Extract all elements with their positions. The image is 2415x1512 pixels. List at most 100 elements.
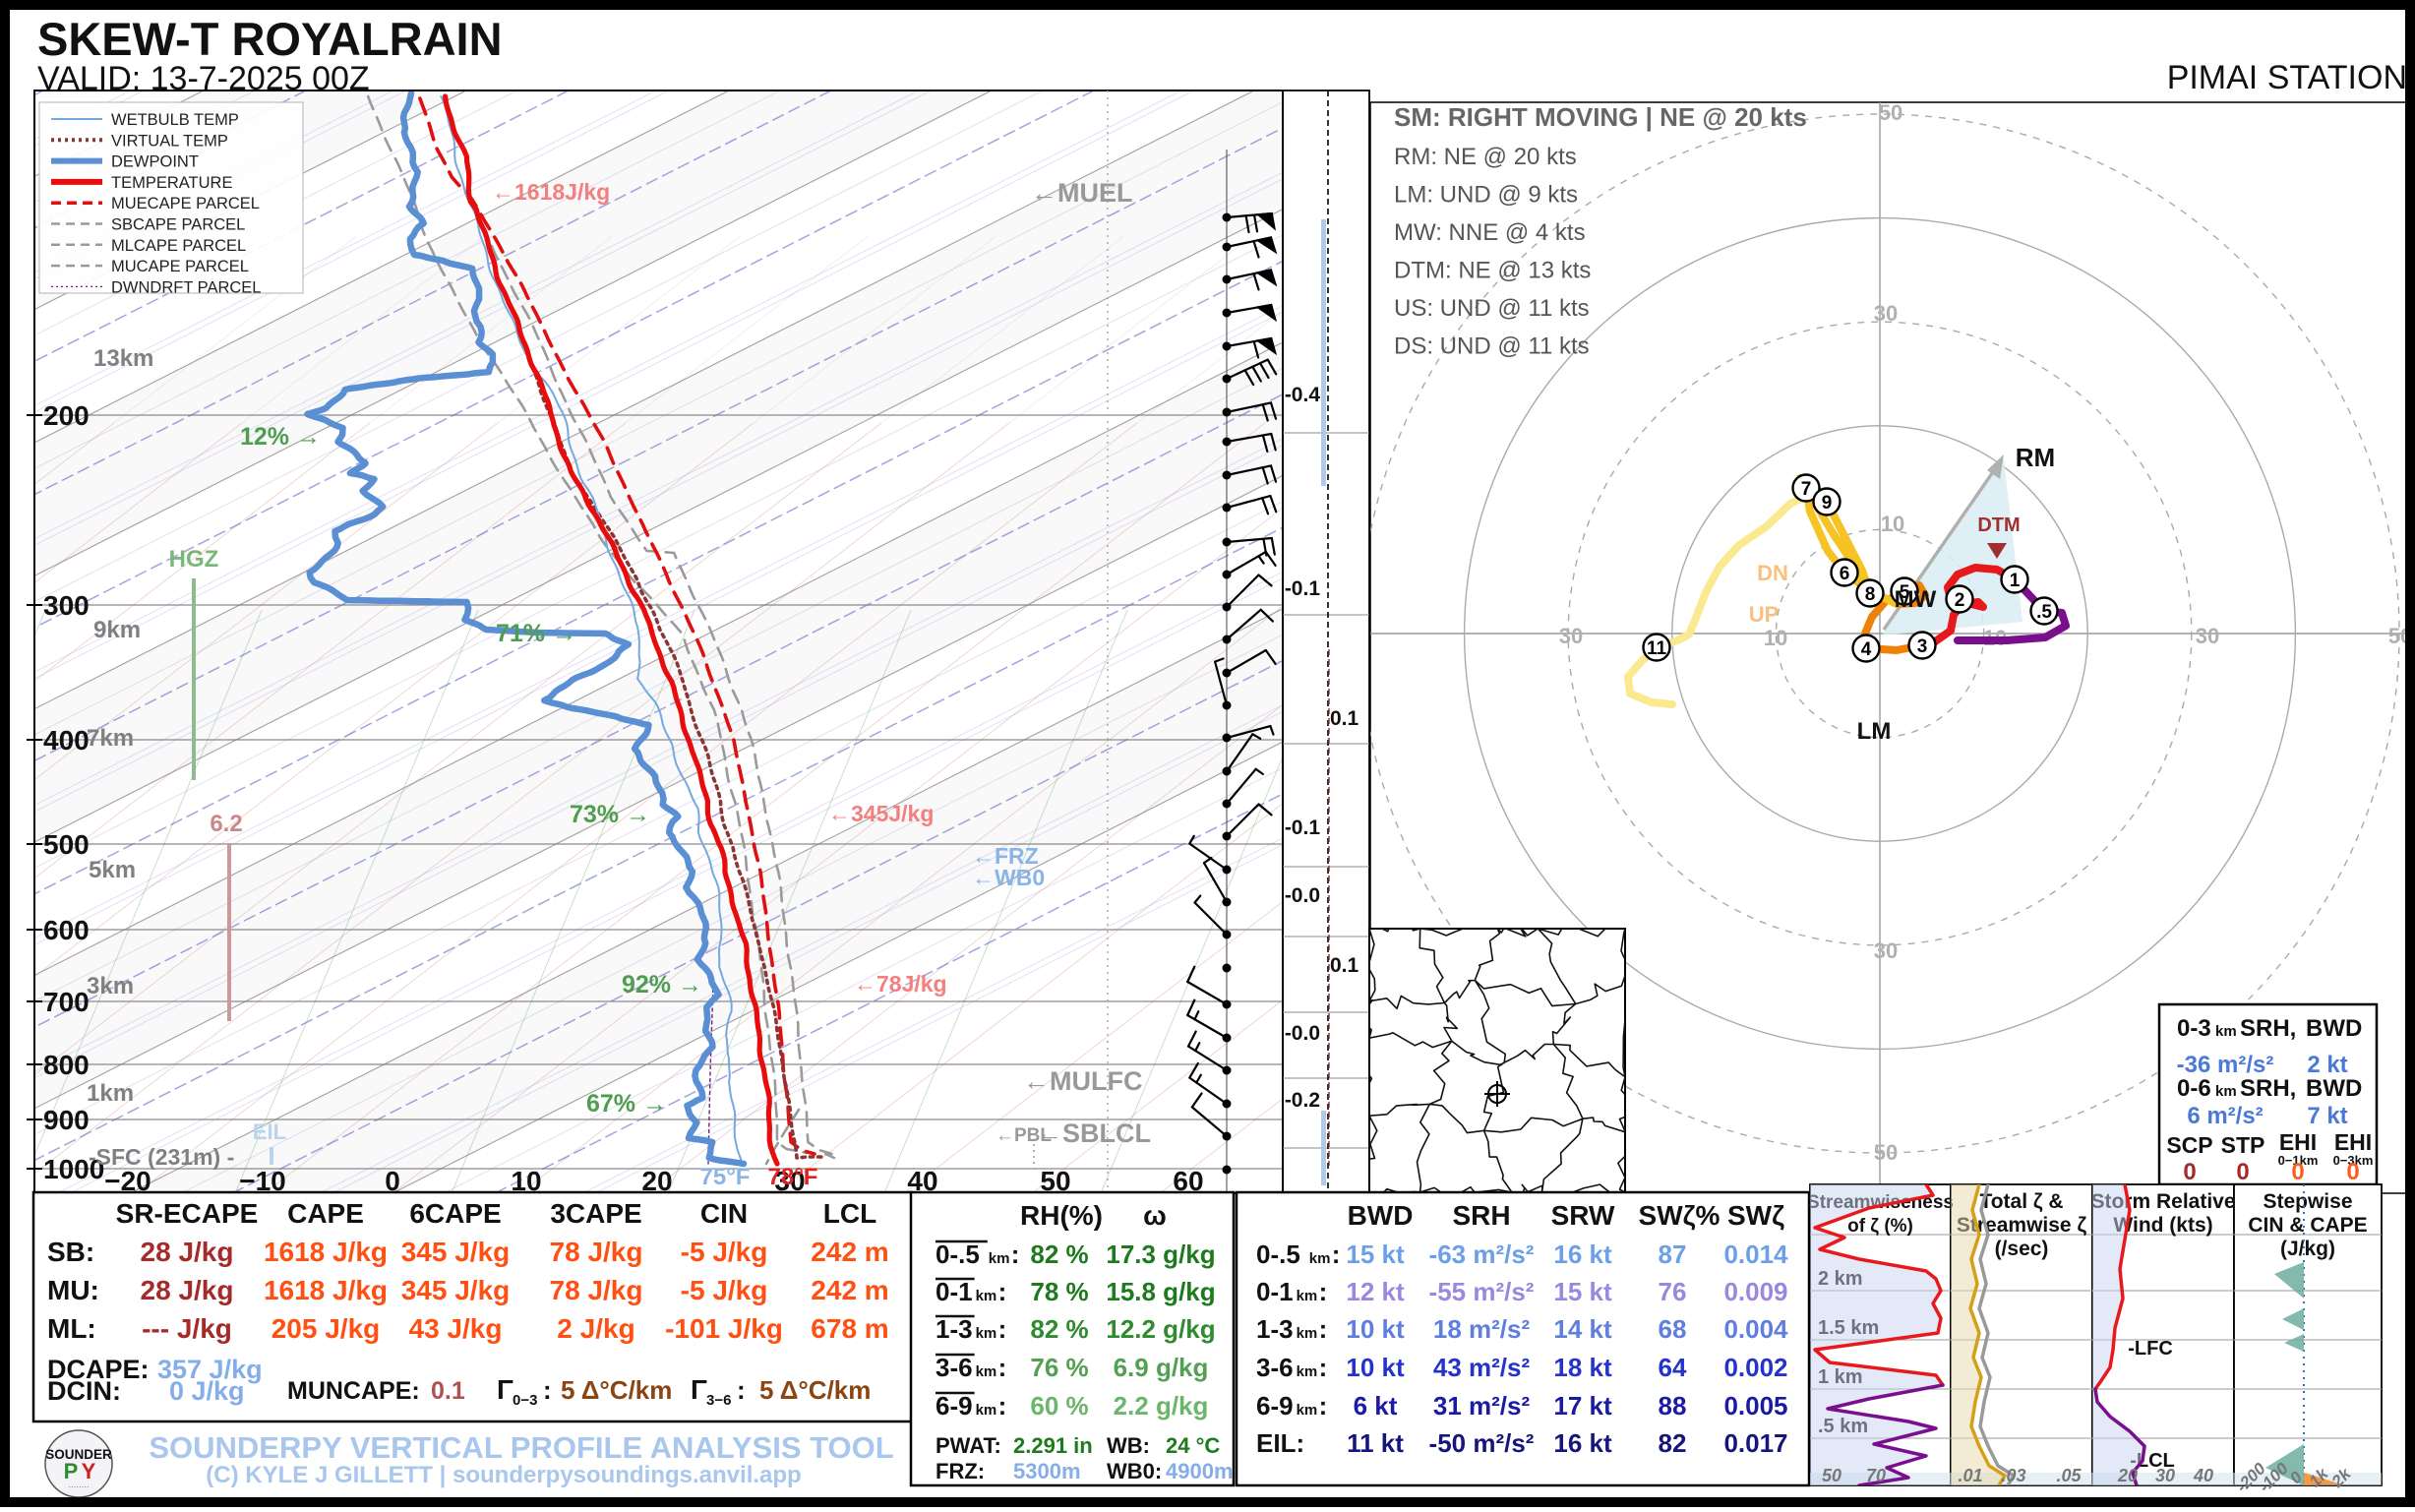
svg-text:357 J/kg: 357 J/kg — [157, 1355, 263, 1384]
svg-text:0-1: 0-1 — [1256, 1277, 1294, 1306]
svg-text:30: 30 — [1559, 624, 1583, 648]
svg-text:LM: UND @ 9 kts: LM: UND @ 9 kts — [1394, 182, 1578, 209]
svg-text:SM: RIGHT MOVING | NE @ 20 kts: SM: RIGHT MOVING | NE @ 20 kts — [1394, 102, 1807, 132]
svg-text:6 kt: 6 kt — [1354, 1391, 1398, 1421]
svg-text:7: 7 — [1801, 479, 1812, 500]
svg-text:3: 3 — [1917, 636, 1928, 657]
svg-text:205 J/kg: 205 J/kg — [272, 1313, 381, 1344]
svg-text:3−6: 3−6 — [706, 1392, 731, 1409]
svg-text:28 J/kg: 28 J/kg — [141, 1275, 234, 1305]
svg-text:70: 70 — [1866, 1466, 1886, 1485]
svg-text:0-.5: 0-.5 — [1256, 1240, 1300, 1269]
svg-text:RM: RM — [2016, 443, 2055, 472]
svg-text:.5: .5 — [2036, 602, 2052, 623]
svg-text:←FRZ: ←FRZ — [972, 843, 1039, 869]
svg-text:CIN & CAPE: CIN & CAPE — [2248, 1214, 2367, 1237]
svg-text:ω: ω — [1143, 1200, 1167, 1231]
svg-text:4900m: 4900m — [1166, 1459, 1234, 1483]
svg-text:(/sec): (/sec) — [1995, 1238, 2049, 1260]
svg-text:km: km — [1297, 1363, 1318, 1380]
svg-text:82 %: 82 % — [1030, 1240, 1088, 1269]
svg-text:km: km — [976, 1363, 997, 1380]
svg-text:1618 J/kg: 1618 J/kg — [264, 1275, 388, 1305]
svg-text:MU:: MU: — [47, 1275, 99, 1305]
svg-text:.05: .05 — [2056, 1466, 2082, 1485]
svg-text:Streamwise ζ: Streamwise ζ — [1957, 1214, 2087, 1237]
svg-text:CAPE: CAPE — [287, 1198, 364, 1229]
svg-text:10 kt: 10 kt — [1346, 1314, 1405, 1344]
svg-text:SRH,: SRH, — [2240, 1075, 2296, 1102]
svg-text:P: P — [64, 1459, 79, 1483]
svg-text:SRH: SRH — [1452, 1200, 1510, 1231]
svg-text:30: 30 — [1874, 301, 1898, 326]
svg-text:Γ: Γ — [497, 1374, 513, 1405]
svg-text:43 m²/s²: 43 m²/s² — [1433, 1353, 1531, 1382]
svg-text:10: 10 — [1764, 626, 1787, 650]
svg-text:800: 800 — [43, 1050, 90, 1080]
svg-text:-0.0: -0.0 — [1285, 884, 1320, 907]
svg-text:(C) KYLE J GILLETT | sounderpy: (C) KYLE J GILLETT | sounderpysoundings.… — [206, 1462, 801, 1488]
svg-text:700: 700 — [43, 987, 90, 1017]
svg-text:82: 82 — [1659, 1428, 1687, 1458]
svg-text:←1618J/kg: ←1618J/kg — [492, 179, 610, 205]
svg-text:CIN: CIN — [700, 1198, 748, 1229]
svg-text:345 J/kg: 345 J/kg — [401, 1275, 511, 1305]
svg-text:4: 4 — [1861, 639, 1872, 660]
svg-text:RH(%): RH(%) — [1020, 1200, 1103, 1231]
svg-text:EIL: EIL — [253, 1119, 286, 1144]
svg-text:0-1: 0-1 — [936, 1277, 973, 1306]
svg-text:200: 200 — [43, 400, 90, 431]
svg-text:0 J/kg: 0 J/kg — [169, 1376, 245, 1406]
svg-text:SKEW-T ROYALRAIN: SKEW-T ROYALRAIN — [37, 13, 503, 65]
svg-text:15 kt: 15 kt — [1346, 1240, 1405, 1269]
svg-text:1000: 1000 — [43, 1154, 104, 1184]
svg-text:8: 8 — [1865, 584, 1876, 605]
svg-text:←MULFC: ←MULFC — [1023, 1066, 1142, 1096]
svg-text:MUECAPE PARCEL: MUECAPE PARCEL — [111, 195, 260, 212]
svg-text:60 %: 60 % — [1030, 1391, 1088, 1421]
svg-text:LCL: LCL — [823, 1198, 876, 1229]
svg-text:RM: NE @ 20 kts: RM: NE @ 20 kts — [1394, 144, 1577, 170]
svg-text:3-6: 3-6 — [936, 1353, 973, 1382]
svg-text:1: 1 — [2010, 571, 2021, 591]
svg-text:.01: .01 — [1958, 1466, 1982, 1485]
svg-text:of ζ (%): of ζ (%) — [1847, 1216, 1913, 1237]
svg-text:7 kt: 7 kt — [2307, 1103, 2347, 1129]
svg-text:11 kt: 11 kt — [1347, 1428, 1404, 1458]
svg-text:0-.5: 0-.5 — [936, 1240, 980, 1269]
svg-text:88: 88 — [1659, 1391, 1687, 1421]
svg-text:1-3: 1-3 — [936, 1314, 973, 1344]
svg-text:←SBLCL: ←SBLCL — [1036, 1119, 1151, 1148]
svg-text:MW: NNE @ 4 kts: MW: NNE @ 4 kts — [1394, 219, 1586, 246]
svg-text:TEMPERATURE: TEMPERATURE — [111, 174, 232, 192]
svg-text:PIMAI STATION: PIMAI STATION — [2167, 59, 2407, 96]
svg-text:km: km — [989, 1250, 1010, 1267]
svg-text:6CAPE: 6CAPE — [409, 1198, 501, 1229]
svg-text:0.004: 0.004 — [1723, 1314, 1788, 1344]
svg-text::: : — [1332, 1240, 1341, 1269]
svg-text:16 kt: 16 kt — [1553, 1240, 1612, 1269]
svg-text:0.1: 0.1 — [1330, 707, 1359, 730]
svg-text:28 J/kg: 28 J/kg — [141, 1237, 234, 1267]
svg-text:DCIN:: DCIN: — [47, 1376, 121, 1406]
svg-text:-0.1: -0.1 — [1285, 577, 1321, 600]
svg-text:km: km — [2215, 1023, 2237, 1040]
svg-text:5 Δ°C/km: 5 Δ°C/km — [759, 1375, 871, 1405]
svg-text:71% →: 71% → — [496, 620, 576, 647]
svg-text:km: km — [976, 1288, 997, 1304]
svg-text:.03: .03 — [2001, 1466, 2025, 1485]
svg-text:76: 76 — [1659, 1277, 1687, 1306]
svg-text:US: UND @ 11 kts: US: UND @ 11 kts — [1394, 295, 1590, 322]
svg-text:20: 20 — [2117, 1466, 2138, 1485]
svg-text:VIRTUAL TEMP: VIRTUAL TEMP — [111, 132, 228, 150]
svg-text:LM: LM — [1857, 718, 1892, 745]
svg-text::: : — [1319, 1277, 1328, 1306]
svg-text:43 J/kg: 43 J/kg — [409, 1313, 503, 1344]
svg-text:km: km — [1297, 1325, 1318, 1342]
svg-text:0: 0 — [2183, 1159, 2196, 1185]
svg-text:78 %: 78 % — [1030, 1277, 1088, 1306]
svg-text:DS: UND @ 11 kts: DS: UND @ 11 kts — [1394, 333, 1590, 360]
svg-text:WETBULB TEMP: WETBULB TEMP — [111, 111, 239, 129]
svg-text:0−3km: 0−3km — [2333, 1153, 2374, 1168]
svg-text:SBCAPE PARCEL: SBCAPE PARCEL — [111, 216, 245, 234]
